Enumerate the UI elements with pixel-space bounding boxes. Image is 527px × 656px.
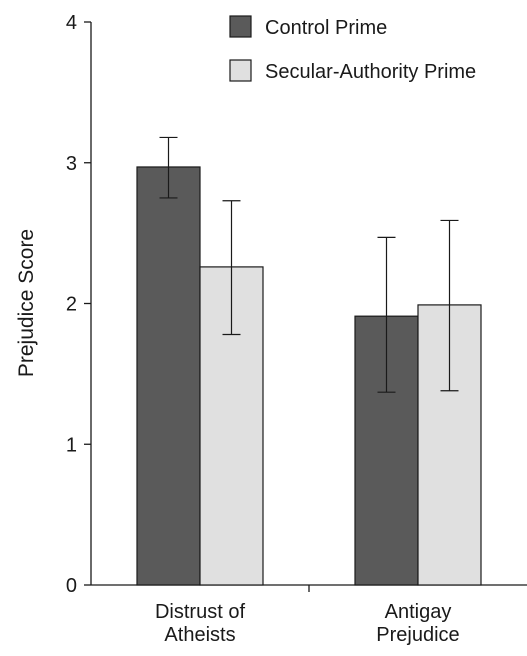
legend: Control Prime Secular-Authority Prime — [229, 15, 476, 83]
y-axis-label: Prejudice Score — [15, 229, 38, 377]
y-tick-label: 1 — [66, 434, 77, 456]
x-tick-label-line: Atheists — [164, 624, 235, 646]
y-axis: 0 1 2 3 4 — [66, 12, 92, 597]
error-bars — [159, 136, 459, 393]
x-tick-label-line: Distrust of — [155, 601, 245, 623]
y-tick-label: 4 — [66, 12, 77, 34]
y-tick-label: 3 — [66, 153, 77, 175]
x-tick-label-line: Prejudice — [376, 624, 459, 646]
bars — [136, 166, 482, 586]
y-tick-label: 0 — [66, 575, 77, 597]
legend-label: Control Prime — [265, 17, 387, 39]
bar — [136, 166, 201, 586]
legend-label: Secular-Authority Prime — [265, 61, 476, 83]
x-tick-label: Distrust of Atheists — [155, 601, 245, 646]
legend-swatch — [229, 15, 252, 38]
legend-swatch — [229, 59, 252, 82]
x-axis: Distrust of Atheists Antigay Prejudice — [91, 584, 527, 646]
x-tick-label-line: Antigay — [385, 601, 452, 623]
x-tick-label: Antigay Prejudice — [376, 601, 459, 646]
y-tick-label: 2 — [66, 294, 77, 316]
